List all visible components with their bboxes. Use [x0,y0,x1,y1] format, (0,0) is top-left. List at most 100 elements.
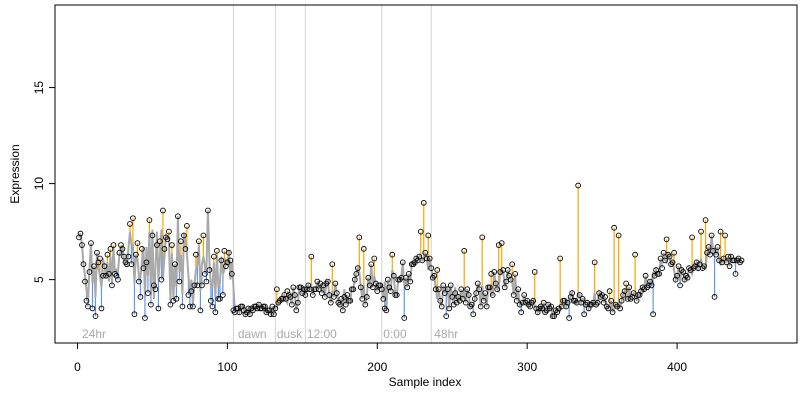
data-point [166,228,172,235]
data-point [440,282,447,289]
data-point [173,295,180,302]
data-point [564,299,571,306]
marker-label: dusk [277,327,303,341]
data-point [650,311,656,318]
data-point [443,313,450,319]
data-point [504,267,511,273]
data-point [435,286,442,293]
data-point [611,224,617,231]
data-point [623,280,629,287]
data-point [290,284,297,291]
data-point [491,269,498,275]
x-tick-label: 300 [517,360,537,374]
data-point [438,303,445,310]
data-point [127,221,133,227]
data-point [119,246,126,252]
data-point [175,213,181,220]
marker-label: 24hr [82,327,106,341]
x-axis: 0 100 200 300 400 [74,342,687,374]
x-tick-label: 200 [367,360,387,374]
data-point [362,301,369,308]
data-point [417,228,424,235]
data-point [179,303,186,310]
data-point [677,282,683,289]
data-point [717,228,724,235]
data-point [294,299,301,306]
data-point [106,271,112,277]
data-point [333,290,340,296]
data-point [605,305,611,312]
data-point [98,305,105,312]
data-point [178,238,184,245]
data-point [191,282,198,289]
data-point [327,299,334,306]
data-point [531,269,538,275]
data-point [188,288,195,294]
data-point [512,271,519,277]
data-point [648,282,655,289]
data-point [380,295,387,302]
data-point [136,278,142,285]
data-point [459,295,466,302]
data-point [152,286,159,293]
data-point [360,246,367,252]
data-point [492,280,499,287]
data-point [389,251,396,258]
data-point [479,234,486,241]
data-point [437,297,444,304]
data-point [423,255,430,262]
data-point [199,282,205,289]
data-point [205,207,211,214]
data-point [206,267,213,273]
data-point [656,271,662,277]
data-point [471,295,478,302]
data-point [229,271,235,277]
data-point [521,292,528,298]
data-point [160,207,166,214]
data-point [489,292,496,298]
data-point [581,311,587,318]
data-point [131,311,138,318]
data-point [458,286,465,293]
data-point [107,246,114,252]
data-point [217,295,223,302]
data-point [606,288,613,294]
data-point [134,240,141,246]
data-point [473,290,480,296]
data-point [115,276,121,283]
data-point [149,232,156,239]
data-point [190,303,196,310]
data-point [155,305,162,312]
data-point [181,232,187,239]
y-tick-label: 15 [32,81,46,95]
data-point [591,259,598,266]
data-point [551,313,558,319]
data-point [600,299,607,306]
data-point [262,303,268,310]
data-point [347,297,354,304]
smoothed-line [78,210,743,319]
data-point [401,315,408,321]
data-point [288,301,295,308]
data-point [402,274,409,281]
data-point [169,242,175,248]
data-point [80,261,87,268]
data-point [332,280,339,287]
data-points [76,182,745,321]
data-point [342,301,349,308]
data-point [161,246,168,252]
data-point [428,265,435,271]
data-point [684,274,691,281]
data-point [609,309,616,316]
data-point [329,261,336,268]
data-point [723,259,730,266]
data-point [308,253,315,260]
data-point [501,284,508,291]
data-point [101,263,108,270]
data-point [633,297,640,304]
data-point [662,257,668,264]
data-point [725,253,731,260]
data-point [312,286,319,293]
data-point [272,305,279,312]
data-point [83,297,90,304]
